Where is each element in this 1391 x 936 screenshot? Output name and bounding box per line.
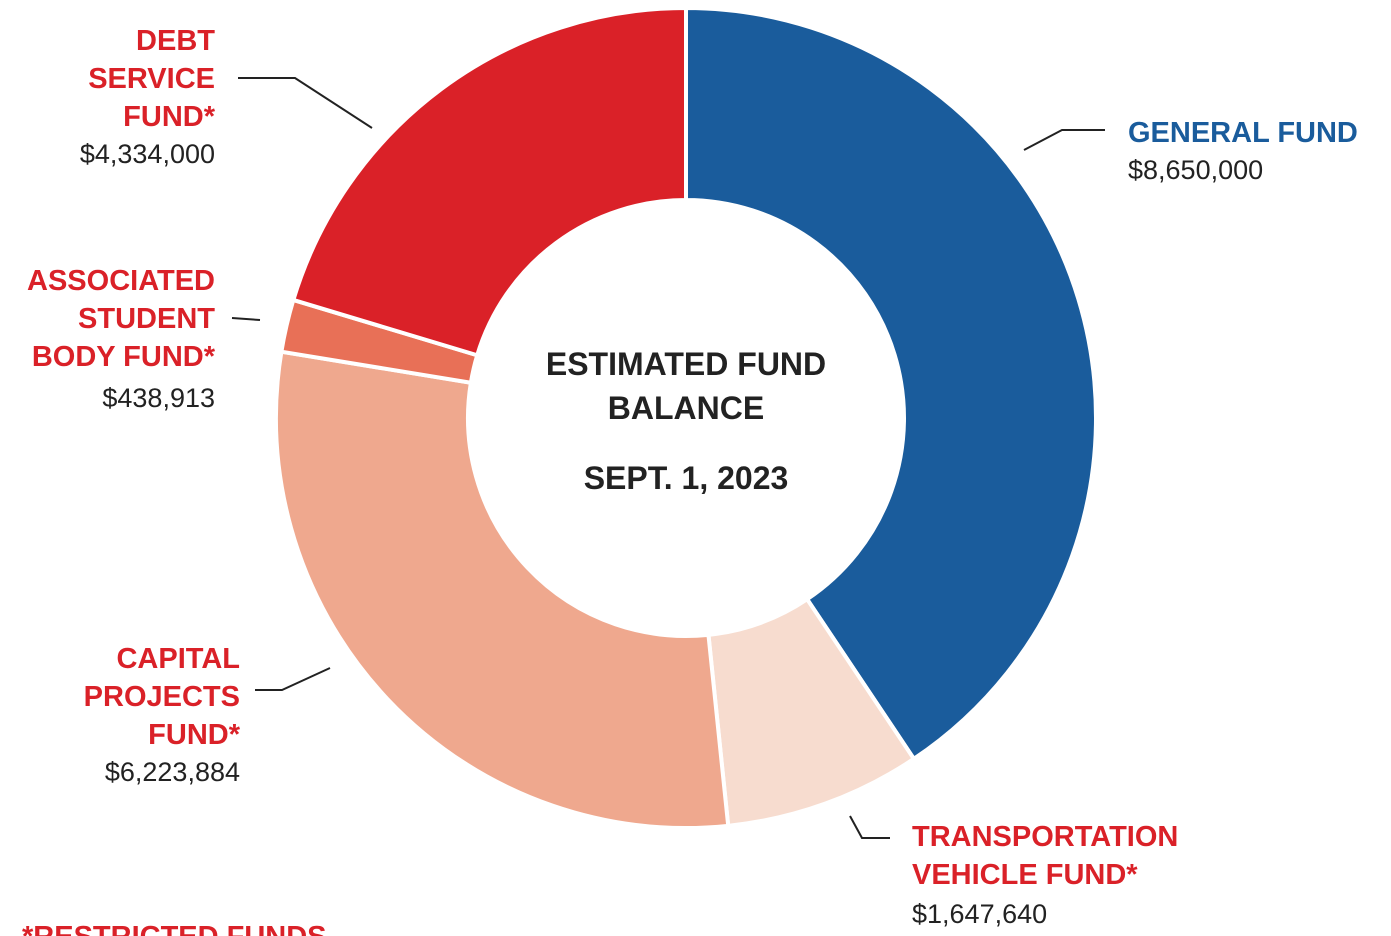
slice-value: $8,650,000 — [1128, 155, 1264, 185]
slice-value: $6,223,884 — [104, 757, 240, 787]
slice-name: GENERAL FUND — [1128, 117, 1358, 149]
leader-line — [231, 317, 261, 321]
leader-line — [238, 77, 373, 129]
leader-line — [255, 667, 331, 691]
slice-value: $438,913 — [102, 383, 215, 413]
label: TRANSPORTATION VEHICLE FUND* $1,647,640 — [912, 818, 1222, 932]
label: ASSOCIATED STUDENT BODY FUND* $438,913 — [0, 262, 215, 416]
slice-name: DEBT SERVICE FUND* — [88, 25, 215, 133]
label: CAPITAL PROJECTS FUND* $6,223,884 — [40, 640, 240, 790]
label: DEBT SERVICE FUND* $4,334,000 — [45, 22, 215, 172]
leader-line — [1023, 129, 1105, 151]
label: GENERAL FUND $8,650,000 — [1128, 114, 1390, 188]
slice-value: $4,334,000 — [79, 139, 215, 169]
slice-value: $1,647,640 — [912, 899, 1048, 929]
footnote: *RESTRICTED FUNDS — [22, 918, 522, 936]
leader-line — [849, 815, 890, 839]
slice — [274, 349, 731, 830]
slice — [290, 5, 688, 358]
slice-name: CAPITAL PROJECTS FUND* — [83, 643, 240, 751]
slice — [684, 5, 1098, 762]
slice-name: ASSOCIATED STUDENT BODY FUND* — [27, 265, 215, 373]
center-title: ESTIMATED FUND BALANCE — [545, 346, 827, 426]
slice-name: TRANSPORTATION VEHICLE FUND* — [912, 821, 1179, 891]
donut — [274, 5, 1098, 830]
center-subtitle: SEPT. 1, 2023 — [583, 460, 789, 496]
